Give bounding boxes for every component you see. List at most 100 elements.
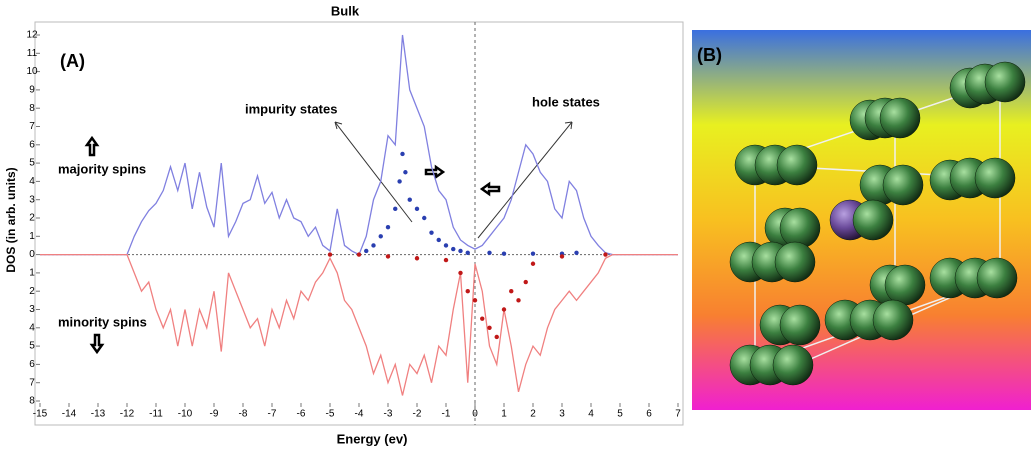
impurity-dot: [502, 251, 506, 255]
atom: [880, 98, 920, 138]
x-tick-label: -14: [62, 409, 77, 420]
impurity-dot: [328, 252, 332, 256]
impurity-dot: [524, 280, 528, 284]
annotation: minority spins: [58, 314, 147, 329]
x-tick-label: -1: [442, 409, 451, 420]
impurity-dot: [393, 207, 397, 211]
annotation-arrows: [335, 122, 572, 238]
x-axis-label: Energy (ev): [337, 431, 408, 446]
x-tick-label: -11: [149, 409, 163, 420]
y-tick-label: 9: [29, 85, 35, 96]
impurity-dot: [487, 251, 491, 255]
impurity-dot: [466, 251, 470, 255]
panel-label: (B): [697, 45, 722, 65]
x-tick-label: -15: [33, 409, 48, 420]
page: {"chart_data": { "type": "line", "title"…: [0, 0, 1031, 454]
impurity-dot: [487, 326, 491, 330]
plot-area: -15-14-13-12-11-10-9-8-7-6-5-4-3-2-10123…: [26, 22, 681, 425]
x-tick-label: -8: [239, 409, 248, 420]
y-tick-label: 12: [26, 30, 38, 41]
x-tick-label: 4: [588, 409, 594, 420]
x-tick-label: -10: [178, 409, 193, 420]
impurity-dot: [400, 152, 404, 156]
impurity-dot: [560, 254, 564, 258]
x-tick-label: 7: [675, 409, 681, 420]
impurity-dot: [437, 238, 441, 242]
x-tick-label: 3: [559, 409, 565, 420]
y-tick-label: 2: [29, 213, 35, 224]
x-tick-label: -2: [413, 409, 422, 420]
panel-label: (A): [60, 51, 85, 71]
impurity-dot: [429, 230, 433, 234]
impurity-dot: [603, 252, 607, 256]
y-tick-label: 0: [29, 249, 35, 260]
y-tick-label: 6: [29, 359, 35, 370]
y-tick-label: 5: [29, 341, 35, 352]
dos-line: [40, 35, 678, 255]
y-tick-label: 6: [29, 139, 35, 150]
annotation: hole states: [532, 94, 600, 109]
chart-title: Bulk: [331, 3, 360, 18]
x-tick-label: -12: [120, 409, 135, 420]
spin-arrows: [87, 138, 499, 352]
impurity-dot: [502, 307, 506, 311]
x-tick-label: -4: [355, 409, 364, 420]
atom: [883, 165, 923, 205]
y-tick-label: 2: [29, 286, 35, 297]
y-tick-label: 7: [29, 121, 35, 132]
impurity-dot: [408, 198, 412, 202]
impurity-dot: [357, 252, 361, 256]
impurity-dot: [531, 262, 535, 266]
y-tick-label: 5: [29, 158, 35, 169]
impurity-dot: [379, 234, 383, 238]
impurity-dot: [495, 335, 499, 339]
atom: [773, 345, 813, 385]
y-tick-label: 8: [29, 103, 35, 114]
x-tick-label: 1: [501, 409, 507, 420]
y-tick-label: 4: [29, 176, 35, 187]
atom: [977, 258, 1017, 298]
x-tick-label: -9: [210, 409, 219, 420]
x-tick-label: 5: [617, 409, 623, 420]
atom: [985, 62, 1025, 102]
y-tick-label: 3: [29, 304, 35, 315]
atom: [885, 265, 925, 305]
impurity-dot: [458, 249, 462, 253]
x-tick-label: 2: [530, 409, 536, 420]
x-tick-label: -13: [91, 409, 106, 420]
impurity-dot: [444, 243, 448, 247]
atom: [873, 300, 913, 340]
x-tick-label: -5: [326, 409, 335, 420]
impurity-dot: [458, 271, 462, 275]
y-axis-label: DOS (in arb. units): [4, 167, 18, 272]
annotation: majority spins: [58, 161, 146, 176]
figure: Bulk Energy (ev) DOS (in arb. units) (A)…: [0, 0, 1031, 454]
impurity-dot: [415, 256, 419, 260]
y-tick-label: 3: [29, 194, 35, 205]
y-tick-label: 8: [29, 396, 35, 407]
atom: [775, 242, 815, 282]
impurity-dot: [574, 251, 578, 255]
impurity-dot: [451, 247, 455, 251]
impurity-dot: [415, 207, 419, 211]
atom: [777, 145, 817, 185]
y-tick-label: 11: [27, 48, 38, 59]
x-tick-label: -6: [297, 409, 306, 420]
y-tick-label: 4: [29, 322, 35, 333]
impurity-dot: [364, 249, 368, 253]
atom: [780, 305, 820, 345]
impurity-dot: [473, 298, 477, 302]
impurity-dot: [480, 316, 484, 320]
x-tick-label: -7: [268, 409, 277, 420]
atom: [975, 158, 1015, 198]
impurity-dot: [371, 243, 375, 247]
impurity-dot: [386, 225, 390, 229]
impurity-dot: [422, 216, 426, 220]
y-tick-label: 10: [26, 66, 38, 77]
x-tick-label: 6: [646, 409, 652, 420]
y-tick-label: 1: [29, 231, 35, 242]
impurity-dot: [444, 258, 448, 262]
atom: [853, 200, 893, 240]
impurity-dot: [509, 289, 513, 293]
impurity-dot: [531, 251, 535, 255]
